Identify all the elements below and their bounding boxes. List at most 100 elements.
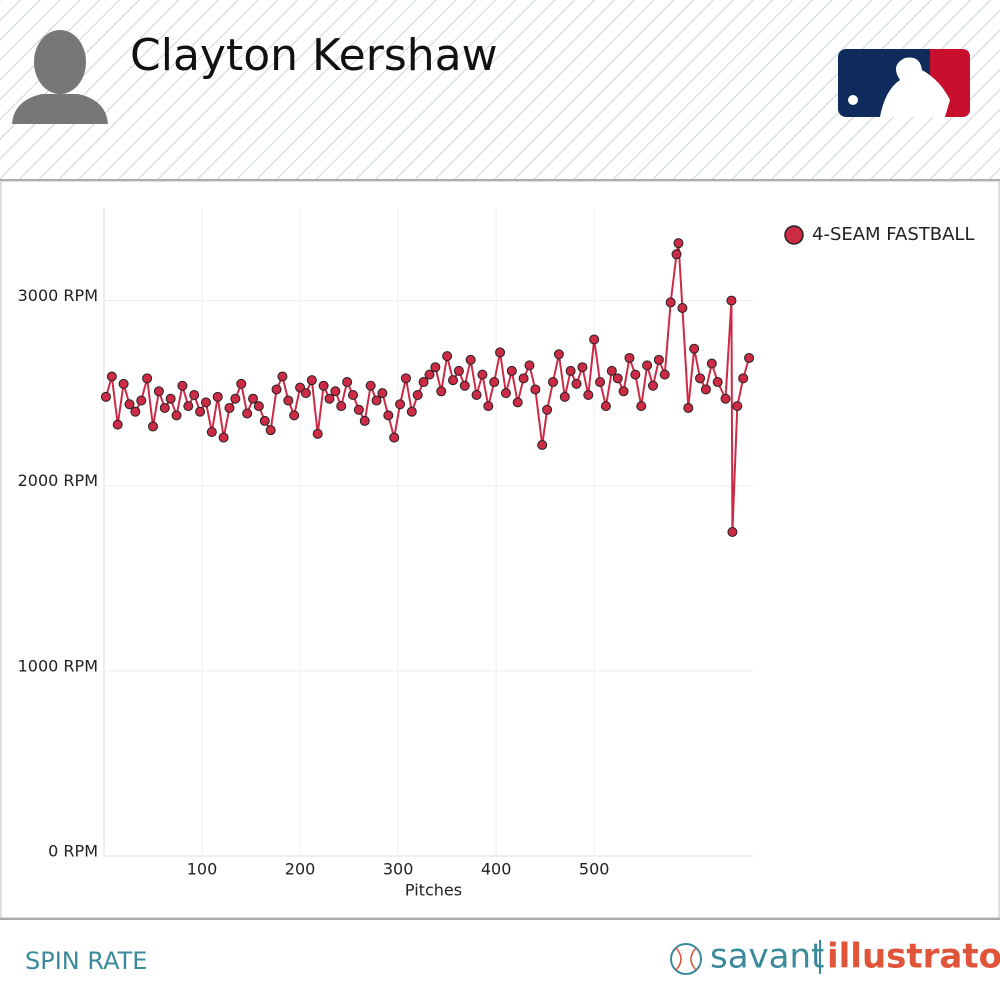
data-point	[118, 378, 129, 389]
data-point	[259, 415, 270, 426]
data-point	[553, 349, 564, 360]
data-point	[336, 401, 347, 412]
data-point	[595, 377, 606, 388]
data-point	[406, 406, 417, 417]
data-point	[312, 428, 323, 439]
data-point	[265, 425, 276, 436]
data-point	[530, 384, 541, 395]
data-point	[359, 415, 370, 426]
footer-label: SPIN RATE	[25, 947, 147, 975]
data-point	[700, 384, 711, 395]
data-point	[726, 295, 737, 306]
header-hatch	[0, 0, 1000, 180]
data-point	[353, 404, 364, 415]
y-tick-label: 1000 RPM	[18, 656, 98, 675]
data-point	[671, 249, 682, 260]
data-point	[418, 377, 429, 388]
data-point	[242, 408, 253, 419]
data-point	[277, 371, 288, 382]
data-point	[318, 380, 329, 391]
data-point	[583, 389, 594, 400]
data-point	[271, 384, 282, 395]
data-point	[283, 395, 294, 406]
x-tick-label: 400	[481, 860, 512, 879]
data-point	[248, 393, 259, 404]
data-point	[506, 365, 517, 376]
data-point	[483, 401, 494, 412]
data-point	[518, 373, 529, 384]
x-axis-label: Pitches	[405, 881, 462, 900]
data-point	[365, 380, 376, 391]
data-point	[673, 238, 684, 249]
data-point	[495, 347, 506, 358]
data-point	[618, 386, 629, 397]
data-point	[624, 352, 635, 363]
data-point	[412, 389, 423, 400]
data-point	[430, 362, 441, 373]
data-point	[195, 406, 206, 417]
data-point	[289, 410, 300, 421]
data-point	[695, 373, 706, 384]
data-point	[653, 354, 664, 365]
data-point	[738, 373, 749, 384]
brand-savant: savant	[710, 937, 824, 977]
data-point	[159, 402, 170, 413]
data-point	[165, 393, 176, 404]
data-point	[477, 369, 488, 380]
data-point	[106, 371, 117, 382]
data-point	[389, 432, 400, 443]
data-point	[442, 351, 453, 362]
data-point	[465, 354, 476, 365]
data-point	[489, 377, 500, 388]
mlb-logo	[838, 49, 970, 117]
data-point	[218, 432, 229, 443]
data-point	[136, 395, 147, 406]
data-point	[459, 380, 470, 391]
data-point	[720, 393, 731, 404]
data-point	[400, 373, 411, 384]
data-point	[324, 393, 335, 404]
data-point	[142, 373, 153, 384]
data-point	[548, 377, 559, 388]
data-point	[732, 401, 743, 412]
data-point	[224, 402, 235, 413]
data-point	[130, 406, 141, 417]
data-point	[537, 439, 548, 450]
data-point	[577, 362, 588, 373]
data-point	[330, 386, 341, 397]
y-tick-label: 3000 RPM	[18, 286, 98, 305]
data-point	[395, 399, 406, 410]
data-point	[712, 377, 723, 388]
y-tick-label: 0 RPM	[48, 842, 98, 861]
chart-border	[0, 180, 1000, 919]
data-point	[300, 388, 311, 399]
data-point	[306, 375, 317, 386]
data-point	[606, 365, 617, 376]
data-point	[424, 369, 435, 380]
data-point	[648, 380, 659, 391]
player-name: Clayton Kershaw	[130, 30, 498, 81]
data-point	[377, 388, 388, 399]
data-point	[183, 401, 194, 412]
legend-label: 4-SEAM FASTBALL	[812, 224, 974, 245]
data-point	[124, 399, 135, 410]
data-point	[630, 369, 641, 380]
data-point	[512, 397, 523, 408]
data-point	[636, 401, 647, 412]
data-point	[571, 378, 582, 389]
data-point	[453, 365, 464, 376]
data-point	[706, 358, 717, 369]
data-point	[677, 302, 688, 313]
data-point	[565, 365, 576, 376]
data-point	[236, 378, 247, 389]
data-point	[524, 360, 535, 371]
data-point	[600, 401, 611, 412]
data-point	[189, 389, 200, 400]
data-point	[612, 373, 623, 384]
x-tick-label: 500	[579, 860, 610, 879]
data-point	[589, 334, 600, 345]
data-point	[436, 386, 447, 397]
data-point	[542, 404, 553, 415]
data-point	[659, 369, 670, 380]
